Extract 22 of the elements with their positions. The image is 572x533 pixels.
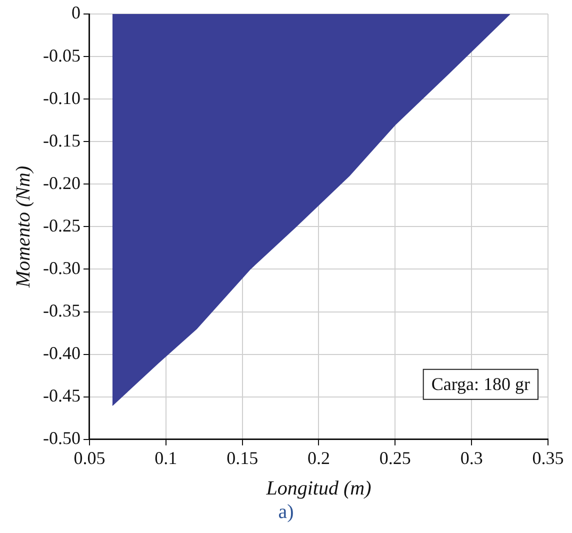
y-tick-label: -0.20: [42, 172, 80, 193]
text: a): [277, 501, 295, 524]
y-tick-label: -0.45: [42, 386, 80, 406]
y-axis-title: Momento (Nm): [12, 166, 34, 289]
y-tick-label: -0.05: [42, 45, 80, 66]
x-tick-label: 0.15: [226, 448, 258, 468]
y-tick-label: -0.35: [42, 300, 80, 321]
y-tick-label: 0: [71, 2, 80, 23]
x-tick-label: 0.1: [154, 448, 178, 468]
y-tick-label: -0.40: [42, 343, 80, 364]
y-tick-label: -0.50: [42, 428, 80, 448]
x-tick-label: 0.05: [74, 448, 106, 468]
x-tick-label: 0.3: [460, 448, 483, 468]
annotation: Carga: 180 gr: [431, 374, 530, 394]
x-axis-title: Longitud (m): [265, 477, 372, 500]
y-tick-label: -0.30: [42, 258, 80, 278]
y-tick-label: -0.10: [42, 88, 80, 108]
x-tick-label: 0.2: [307, 448, 330, 468]
y-tick-label: -0.25: [42, 215, 80, 236]
x-tick-label: 0.35: [532, 448, 564, 468]
x-tick-label: 0.25: [379, 448, 411, 468]
y-tick-label: -0.15: [42, 130, 80, 150]
